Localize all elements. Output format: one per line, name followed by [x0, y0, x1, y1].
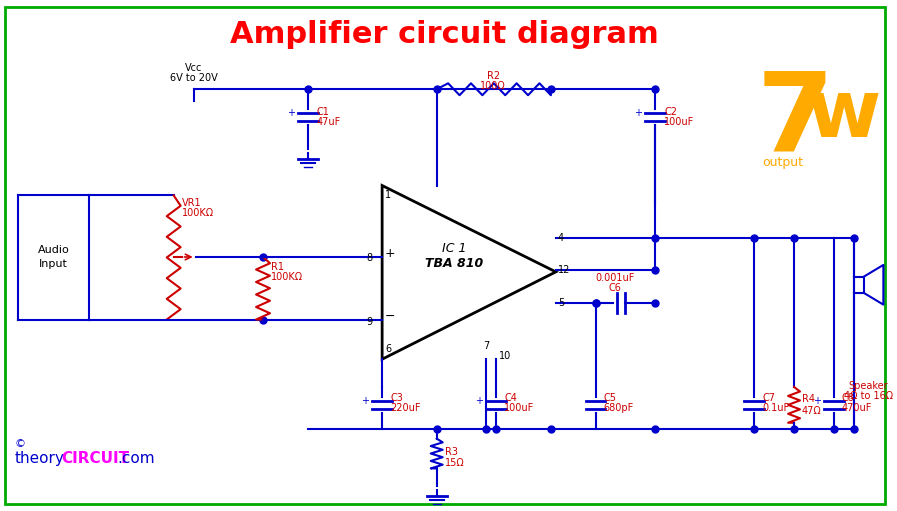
Bar — [854, 277, 864, 293]
Text: 680pF: 680pF — [604, 403, 633, 413]
Text: −: − — [385, 310, 396, 323]
Text: R4: R4 — [802, 394, 815, 404]
Text: 470uF: 470uF — [841, 403, 872, 413]
Text: .com: .com — [118, 451, 155, 466]
Text: 100uF: 100uF — [504, 403, 535, 413]
Text: R3: R3 — [445, 447, 457, 456]
Text: 7: 7 — [756, 66, 833, 173]
Text: ©: © — [15, 438, 26, 449]
Text: TBA 810: TBA 810 — [425, 258, 483, 270]
Text: C5: C5 — [604, 393, 616, 403]
Text: 47uF: 47uF — [317, 117, 341, 127]
Text: 0.001uF: 0.001uF — [596, 273, 635, 283]
Text: R1: R1 — [271, 262, 284, 272]
Text: +: + — [813, 396, 821, 406]
Text: Audio
Input: Audio Input — [38, 245, 69, 269]
Text: IC 1: IC 1 — [442, 242, 466, 254]
Text: Speaker: Speaker — [849, 381, 888, 391]
Text: C3: C3 — [390, 393, 403, 403]
Text: Vcc: Vcc — [185, 63, 202, 74]
Text: 100uF: 100uF — [664, 117, 694, 127]
Text: C7: C7 — [762, 393, 775, 403]
Text: +: + — [287, 108, 295, 118]
Text: Amplifier circuit diagram: Amplifier circuit diagram — [231, 20, 659, 49]
Text: 47Ω: 47Ω — [802, 406, 822, 416]
Text: 4Ω to 16Ω: 4Ω to 16Ω — [844, 391, 893, 401]
Text: 9: 9 — [366, 316, 372, 327]
Text: C8: C8 — [841, 393, 855, 403]
Text: 1: 1 — [385, 191, 391, 200]
Text: 100Ω: 100Ω — [481, 81, 506, 91]
Text: 0.1uF: 0.1uF — [762, 403, 789, 413]
Text: 8: 8 — [366, 253, 372, 263]
Text: 100KΩ: 100KΩ — [181, 208, 213, 218]
Text: 6: 6 — [385, 344, 391, 354]
Text: 12: 12 — [558, 265, 570, 275]
Text: +: + — [475, 396, 483, 406]
Text: 15Ω: 15Ω — [445, 458, 465, 469]
Text: C6: C6 — [609, 283, 622, 293]
Text: 7: 7 — [483, 341, 490, 352]
Text: 5: 5 — [558, 297, 564, 308]
Text: 6V to 20V: 6V to 20V — [170, 74, 217, 83]
Text: 10: 10 — [500, 351, 511, 361]
Text: C1: C1 — [317, 107, 329, 117]
Text: output: output — [762, 156, 804, 169]
Text: 220uF: 220uF — [390, 403, 421, 413]
Text: +: + — [385, 246, 396, 260]
Text: VR1: VR1 — [181, 198, 201, 208]
Text: C2: C2 — [664, 107, 677, 117]
Text: R2: R2 — [487, 72, 500, 81]
Text: +: + — [361, 396, 370, 406]
Text: C4: C4 — [504, 393, 517, 403]
Text: 4: 4 — [558, 233, 564, 243]
Text: w: w — [806, 76, 880, 154]
Text: CIRCUIT: CIRCUIT — [62, 451, 130, 466]
Text: +: + — [634, 108, 642, 118]
Text: theory: theory — [15, 451, 65, 466]
Text: 100KΩ: 100KΩ — [271, 272, 303, 282]
